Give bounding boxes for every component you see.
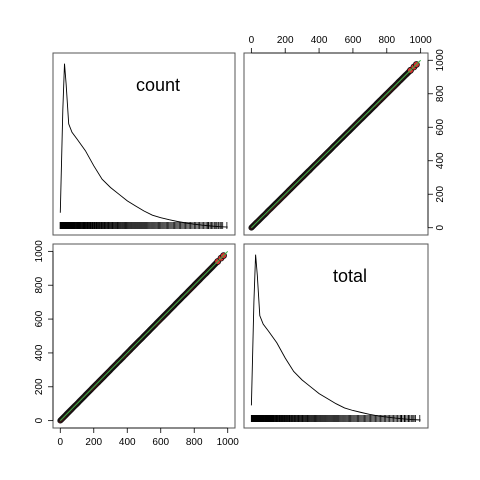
tick-label: 200 <box>34 378 45 395</box>
tick-label: 200 <box>277 35 294 46</box>
panel-1-1: count <box>52 52 236 236</box>
y-axis-left: 0 200 400 600 800 1000 <box>34 240 54 423</box>
variable-label-total: total <box>333 266 367 286</box>
tick-label: 800 <box>34 276 45 293</box>
panel-frame <box>243 243 429 429</box>
tick-label: 1000 <box>34 240 45 263</box>
tick-label: 400 <box>34 344 45 361</box>
panel-2-2: total <box>243 243 429 429</box>
x-axis-bottom: 0 200 400 600 800 1000 <box>57 427 240 448</box>
tick-label: 1000 <box>217 437 240 448</box>
x-axis-top: 0 200 400 600 800 1000 <box>249 35 433 54</box>
tick-label: 800 <box>378 35 395 46</box>
tick-label: 0 <box>34 417 45 423</box>
panel-2-1 <box>52 243 236 429</box>
rug-marks <box>250 415 421 422</box>
tick-label: 0 <box>57 437 63 448</box>
tick-label: 0 <box>249 35 255 46</box>
tick-label: 600 <box>345 35 362 46</box>
rug-marks <box>59 222 228 229</box>
y-axis-right: 0 200 400 600 800 1000 <box>427 49 446 231</box>
smooth-line <box>251 59 421 229</box>
tick-label: 1000 <box>435 49 446 72</box>
tick-label: 600 <box>34 310 45 327</box>
tick-label: 600 <box>435 118 446 135</box>
tick-label: 1000 <box>410 35 433 46</box>
tick-label: 400 <box>435 152 446 169</box>
tick-label: 400 <box>311 35 328 46</box>
tick-label: 200 <box>85 437 102 448</box>
tick-label: 400 <box>119 437 136 448</box>
tick-label: 800 <box>186 437 203 448</box>
panel-frame <box>52 52 236 236</box>
smooth-line <box>59 251 229 421</box>
tick-label: 600 <box>152 437 169 448</box>
tick-label: 800 <box>435 85 446 102</box>
variable-label-count: count <box>136 75 180 95</box>
axes-layer: 0 200 400 600 800 1000 0 200 400 600 800 1000 0 200 40… <box>34 35 446 448</box>
panels-layer: count total <box>52 52 429 429</box>
tick-label: 0 <box>435 225 446 231</box>
tick-label: 200 <box>435 185 446 202</box>
